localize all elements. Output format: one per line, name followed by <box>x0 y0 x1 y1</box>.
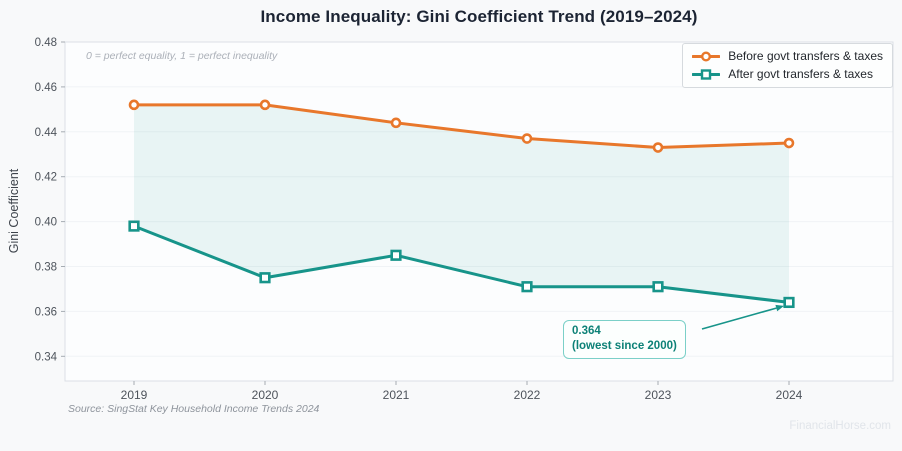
y-axis-label: Gini Coefficient <box>7 168 21 254</box>
data-point <box>259 99 271 111</box>
y-tick-label: 0.36 <box>35 306 57 318</box>
legend: Before govt transfers & taxes After govt… <box>682 43 893 88</box>
legend-label-before: Before govt transfers & taxes <box>728 49 883 63</box>
legend-marker-after-icon <box>691 68 721 81</box>
legend-item-before: Before govt transfers & taxes <box>691 49 883 63</box>
x-tick-label: 2021 <box>383 388 410 402</box>
y-tick-label: 0.44 <box>35 127 58 139</box>
annotation-arrow <box>701 307 777 330</box>
data-point <box>521 281 533 293</box>
data-point <box>652 142 664 153</box>
data-point <box>390 249 402 261</box>
annotation-caption: (lowest since 2000) <box>572 339 677 352</box>
chart-title: Income Inequality: Gini Coefficient Tren… <box>260 7 698 26</box>
data-point <box>783 137 795 149</box>
data-point <box>259 272 271 284</box>
fill-between-area <box>134 104 789 303</box>
source-credit: Source: SingStat Key Household Income Tr… <box>68 403 320 415</box>
y-tick-label: 0.42 <box>35 172 57 184</box>
data-point <box>521 133 533 144</box>
annotation-arrowhead <box>775 304 784 312</box>
x-tick-label: 2022 <box>514 388 541 402</box>
x-tick-label: 2024 <box>776 388 803 402</box>
data-point <box>390 117 402 129</box>
data-point <box>128 220 140 232</box>
legend-item-after: After govt transfers & taxes <box>691 67 883 81</box>
data-point <box>783 296 795 309</box>
y-tick-label: 0.34 <box>35 351 58 363</box>
legend-label-after: After govt transfers & taxes <box>728 67 873 81</box>
legend-marker-before-icon <box>691 50 721 63</box>
data-point <box>128 99 140 111</box>
x-tick-label: 2019 <box>121 388 148 402</box>
y-tick-label: 0.40 <box>35 217 57 229</box>
plot-area <box>65 42 893 381</box>
annotation-box: 0.364 (lowest since 2000) <box>563 320 686 359</box>
y-tick-label: 0.46 <box>35 82 57 94</box>
series-line-1 <box>132 224 791 304</box>
gini-definition-note: 0 = perfect equality, 1 = perfect inequa… <box>86 50 278 62</box>
x-tick-label: 2020 <box>252 388 279 402</box>
y-tick-label: 0.38 <box>35 262 57 274</box>
annotation-value: 0.364 <box>572 325 601 337</box>
plot-frame <box>64 41 894 382</box>
watermark: FinancialHorse.com <box>789 420 891 432</box>
x-tick-label: 2023 <box>645 388 672 402</box>
series-line-0 <box>132 103 791 150</box>
data-point <box>652 281 664 293</box>
y-tick-label: 0.48 <box>35 37 57 49</box>
